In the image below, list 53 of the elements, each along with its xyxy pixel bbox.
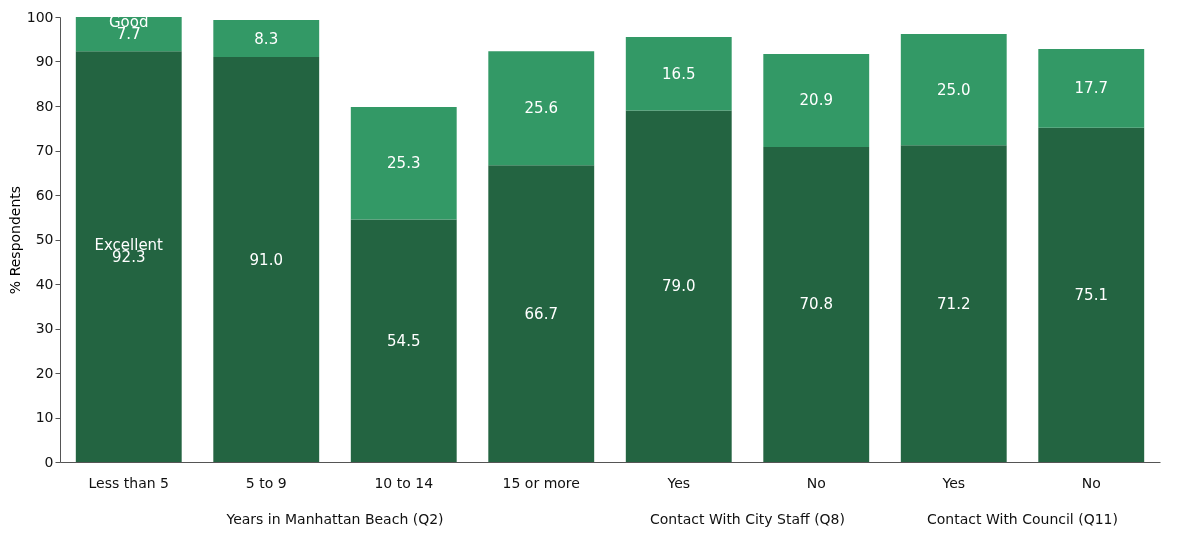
bar bbox=[488, 165, 595, 462]
x-tick-label: 10 to 14 bbox=[374, 474, 434, 491]
y-tick-label: 100 bbox=[26, 8, 54, 25]
bar bbox=[488, 51, 595, 166]
data-label: 66.7 bbox=[524, 304, 558, 323]
data-label: 54.5 bbox=[387, 331, 421, 350]
y-tick-label: 0 bbox=[44, 453, 54, 470]
bar bbox=[900, 33, 1007, 146]
bar bbox=[625, 37, 732, 111]
bar bbox=[75, 17, 182, 52]
y-tick-label: 70 bbox=[35, 142, 54, 158]
data-label: 71.2 bbox=[937, 294, 971, 313]
data-label: 25.3 bbox=[387, 154, 421, 173]
bar bbox=[350, 219, 457, 462]
y-tick-label: 30 bbox=[35, 320, 54, 336]
x-tick-label: No bbox=[1081, 474, 1101, 491]
y-tick-label: 80 bbox=[35, 97, 54, 114]
bar bbox=[213, 20, 320, 58]
text: Contact With City Staff (Q8) bbox=[650, 511, 845, 527]
y-tick-label: 50 bbox=[35, 231, 54, 247]
data-label: 16.5 bbox=[662, 64, 696, 83]
text: Years in Manhattan Beach (Q2) bbox=[225, 511, 444, 527]
bar bbox=[1038, 49, 1145, 128]
y-tick-label: 20 bbox=[35, 364, 54, 381]
data-label: 20.9 bbox=[799, 91, 833, 110]
x-tick-label: Yes bbox=[941, 474, 966, 491]
x-tick-label: 15 or more bbox=[502, 474, 580, 491]
y-tick-label: 60 bbox=[35, 186, 54, 203]
data-label: 70.8 bbox=[799, 295, 833, 314]
data-label: 79.0 bbox=[662, 277, 696, 296]
data-label: 17.7 bbox=[1074, 79, 1108, 98]
bar bbox=[213, 57, 320, 462]
x-tick-label: Less than 5 bbox=[88, 474, 169, 491]
x-tick-label: No bbox=[806, 474, 826, 491]
data-label: 91.0 bbox=[249, 250, 283, 269]
bar bbox=[900, 145, 1007, 462]
bar bbox=[350, 106, 457, 220]
y-tick-label: 10 bbox=[35, 409, 54, 425]
y-tick-label: 90 bbox=[35, 53, 54, 69]
x-tick-label: 5 to 9 bbox=[245, 474, 287, 491]
text: Contact With Council (Q11) bbox=[927, 511, 1118, 527]
y-axis-title: % Respondents bbox=[6, 185, 23, 295]
x-tick-label: Yes bbox=[666, 474, 691, 491]
data-label: 25.0 bbox=[937, 80, 971, 99]
bar bbox=[763, 53, 870, 147]
data-label: 75.1 bbox=[1074, 285, 1108, 304]
y-tick-label: 40 bbox=[35, 275, 54, 292]
bar bbox=[763, 146, 870, 462]
data-label: 8.3 bbox=[254, 29, 279, 48]
data-label: 25.6 bbox=[524, 99, 558, 118]
bar bbox=[625, 110, 732, 462]
bar bbox=[1038, 127, 1145, 462]
bar bbox=[75, 51, 182, 462]
